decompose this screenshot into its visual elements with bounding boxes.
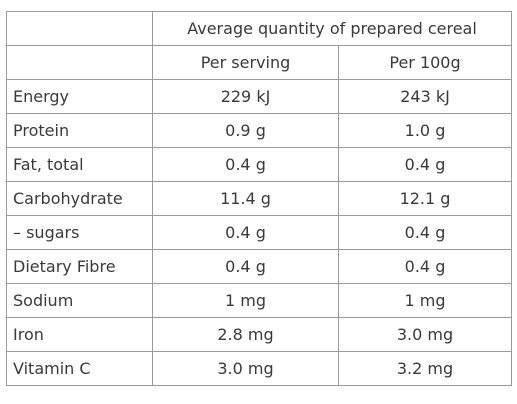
table-row: Energy 229 kJ 243 kJ — [6, 79, 513, 114]
per-100g-value: 0.4 g — [337, 147, 513, 182]
row-label: Sodium — [6, 283, 153, 318]
per-100g-value: 243 kJ — [337, 79, 513, 114]
row-label: Iron — [6, 317, 153, 352]
per-100g-value: 3.2 mg — [337, 351, 513, 386]
table-row: Dietary Fibre 0.4 g 0.4 g — [6, 249, 513, 284]
row-label: Dietary Fibre — [6, 249, 153, 284]
header-empty-cell — [6, 45, 153, 80]
table-row: – sugars 0.4 g 0.4 g — [6, 215, 513, 250]
per-serving-value: 0.9 g — [152, 113, 339, 148]
header-empty-cell — [6, 11, 153, 46]
per-serving-value: 0.4 g — [152, 215, 339, 250]
per-serving-value: 1 mg — [152, 283, 339, 318]
nutrition-table: Average quantity of prepared cereal Per … — [6, 11, 513, 386]
table-row: Protein 0.9 g 1.0 g — [6, 113, 513, 148]
per-100g-value: 1 mg — [337, 283, 513, 318]
group-header: Average quantity of prepared cereal — [151, 11, 513, 46]
table-row: Iron 2.8 mg 3.0 mg — [6, 317, 513, 352]
per-100g-value: 12.1 g — [337, 181, 513, 216]
per-serving-value: 0.4 g — [152, 147, 339, 182]
header-row-group: Average quantity of prepared cereal — [6, 11, 513, 46]
header-row-columns: Per serving Per 100g — [6, 45, 513, 80]
per-100g-value: 0.4 g — [337, 249, 513, 284]
per-serving-value: 3.0 mg — [152, 351, 339, 386]
per-100g-value: 0.4 g — [337, 215, 513, 250]
per-serving-value: 11.4 g — [152, 181, 339, 216]
table-row: Fat, total 0.4 g 0.4 g — [6, 147, 513, 182]
table-row: Sodium 1 mg 1 mg — [6, 283, 513, 318]
row-label: Fat, total — [6, 147, 153, 182]
per-100g-value: 1.0 g — [337, 113, 513, 148]
table-row: Carbohydrate 11.4 g 12.1 g — [6, 181, 513, 216]
nutrition-table-body: Average quantity of prepared cereal Per … — [6, 11, 513, 386]
per-100g-value: 3.0 mg — [337, 317, 513, 352]
per-serving-value: 0.4 g — [152, 249, 339, 284]
col-header-per-serving: Per serving — [152, 45, 339, 80]
row-label: Protein — [6, 113, 153, 148]
per-serving-value: 229 kJ — [152, 79, 339, 114]
per-serving-value: 2.8 mg — [152, 317, 339, 352]
table-row: Vitamin C 3.0 mg 3.2 mg — [6, 351, 513, 386]
row-label: Vitamin C — [6, 351, 153, 386]
row-label: Carbohydrate — [6, 181, 153, 216]
row-label: – sugars — [6, 215, 153, 250]
col-header-per-100g: Per 100g — [337, 45, 513, 80]
row-label: Energy — [6, 79, 153, 114]
